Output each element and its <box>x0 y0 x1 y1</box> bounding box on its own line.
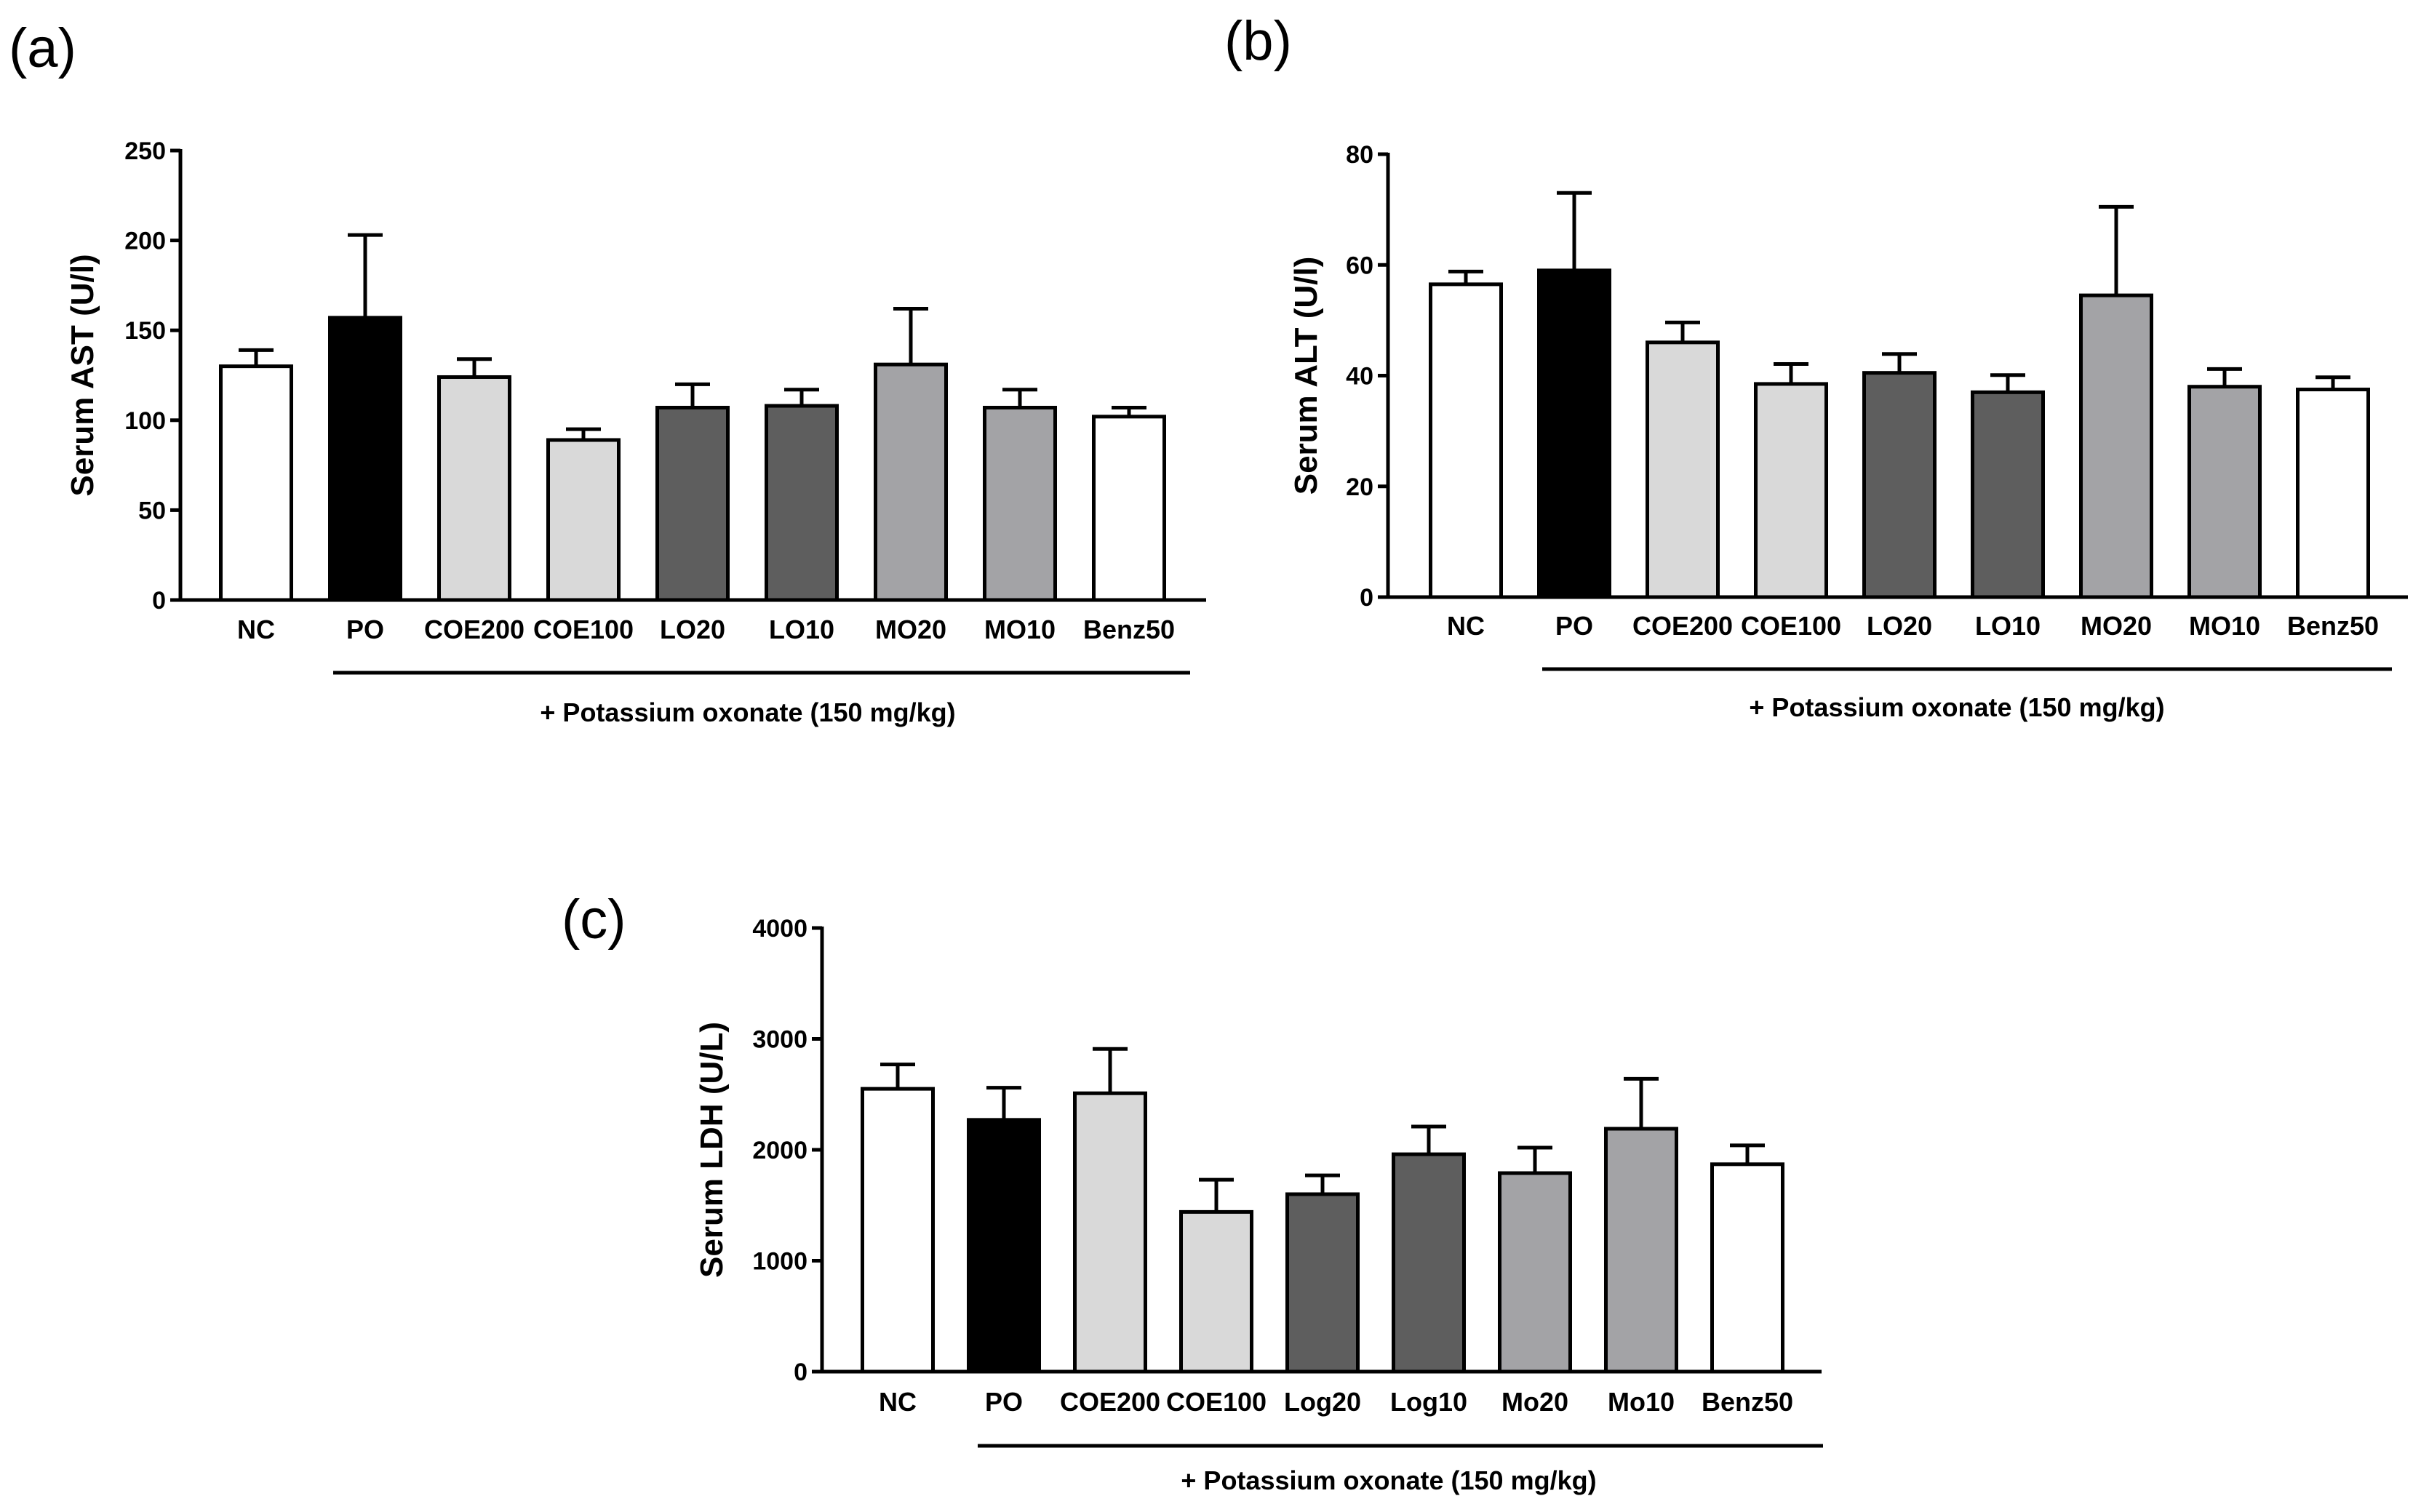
panel-label: (a) <box>9 17 76 79</box>
category-label: COE100 <box>1741 611 1841 641</box>
category-label: Benz50 <box>1702 1387 1793 1417</box>
category-label: PO <box>346 615 384 644</box>
bar <box>1604 1127 1678 1374</box>
bar <box>1092 415 1166 602</box>
group-note: + Potassium oxonate (150 mg/kg) <box>1181 1465 1596 1495</box>
bar <box>765 404 839 602</box>
y-tick-label: 1000 <box>752 1248 807 1276</box>
bar <box>1754 382 1828 599</box>
group-note: + Potassium oxonate (150 mg/kg) <box>540 697 955 727</box>
bar <box>874 362 948 602</box>
y-tick-label: 4000 <box>752 915 807 943</box>
category-label: Benz50 <box>2287 611 2379 641</box>
bar <box>1179 1209 1253 1374</box>
category-label: LO10 <box>1975 611 2041 641</box>
y-tick-label: 40 <box>1346 363 1373 391</box>
bar <box>655 405 730 602</box>
bar <box>1073 1091 1147 1374</box>
category-label: COE100 <box>1166 1387 1267 1417</box>
bar <box>328 316 402 602</box>
category-label: Benz50 <box>1083 615 1175 644</box>
y-tick-label: 20 <box>1346 473 1373 501</box>
bar <box>546 438 621 602</box>
category-label: NC <box>1447 611 1485 641</box>
bar <box>1862 371 1937 599</box>
bar <box>2187 385 2262 599</box>
bar <box>1285 1192 1360 1374</box>
bar <box>1498 1171 1572 1374</box>
category-label: PO <box>985 1387 1023 1417</box>
category-label: LO20 <box>660 615 725 644</box>
bar <box>1429 282 1503 599</box>
category-label: LO20 <box>1867 611 1932 641</box>
bar <box>1537 268 1611 599</box>
y-tick-label: 2000 <box>752 1137 807 1164</box>
bar <box>2296 388 2370 599</box>
category-label: NC <box>879 1387 917 1417</box>
category-label: MO10 <box>2189 611 2260 641</box>
y-tick-label: 250 <box>124 137 166 165</box>
category-label: PO <box>1555 611 1593 641</box>
category-label: Mo20 <box>1501 1387 1568 1417</box>
panel-label: (b) <box>1224 10 1292 72</box>
category-label: MO10 <box>984 615 1056 644</box>
chart-panel-b: (b) Serum ALT (U/l) 0 20 40 60 80 NC PO COE200 COE… <box>1224 10 2408 722</box>
category-label: COE200 <box>424 615 525 644</box>
bar <box>1710 1162 1784 1374</box>
bar <box>2079 293 2153 599</box>
bar <box>437 375 511 602</box>
y-tick-label: 100 <box>124 407 166 435</box>
y-tick-label: 80 <box>1346 141 1373 169</box>
bar <box>983 405 1057 602</box>
category-label: COE100 <box>533 615 634 644</box>
category-label: COE200 <box>1632 611 1733 641</box>
bar <box>1646 340 1720 599</box>
bar <box>967 1118 1041 1374</box>
category-label: NC <box>237 615 275 644</box>
y-tick-label: 60 <box>1346 252 1373 279</box>
y-tick-label: 0 <box>1360 584 1373 612</box>
category-label: Log10 <box>1390 1387 1467 1417</box>
bar <box>1392 1152 1466 1374</box>
category-label: COE200 <box>1060 1387 1160 1417</box>
bar <box>219 364 293 602</box>
category-label: LO10 <box>769 615 834 644</box>
group-note: + Potassium oxonate (150 mg/kg) <box>1749 692 2164 722</box>
y-tick-label: 0 <box>152 587 166 615</box>
panel-label: (c) <box>562 889 626 951</box>
y-tick-label: 200 <box>124 228 166 255</box>
y-tick-label: 50 <box>138 497 166 524</box>
bar <box>861 1087 935 1374</box>
category-label: Mo10 <box>1608 1387 1675 1417</box>
y-tick-label: 3000 <box>752 1026 807 1054</box>
chart-panel-a: (a) Serum AST (U/l) 0 50 100 150 200 250 NC PO COE… <box>9 17 1206 727</box>
bar <box>1971 390 2045 599</box>
y-axis-label: Serum AST (U/l) <box>65 254 100 496</box>
y-tick-label: 150 <box>124 317 166 345</box>
y-axis-label: Serum ALT (U/l) <box>1288 257 1324 495</box>
chart-panel-c: (c) Serum LDH (U/L) 0 1000 2000 3000 4000 NC PO C… <box>562 889 1823 1495</box>
y-axis-label: Serum LDH (U/L) <box>694 1022 730 1278</box>
category-label: MO20 <box>2081 611 2152 641</box>
category-label: Log20 <box>1284 1387 1361 1417</box>
category-label: MO20 <box>875 615 946 644</box>
y-tick-label: 0 <box>794 1359 807 1386</box>
